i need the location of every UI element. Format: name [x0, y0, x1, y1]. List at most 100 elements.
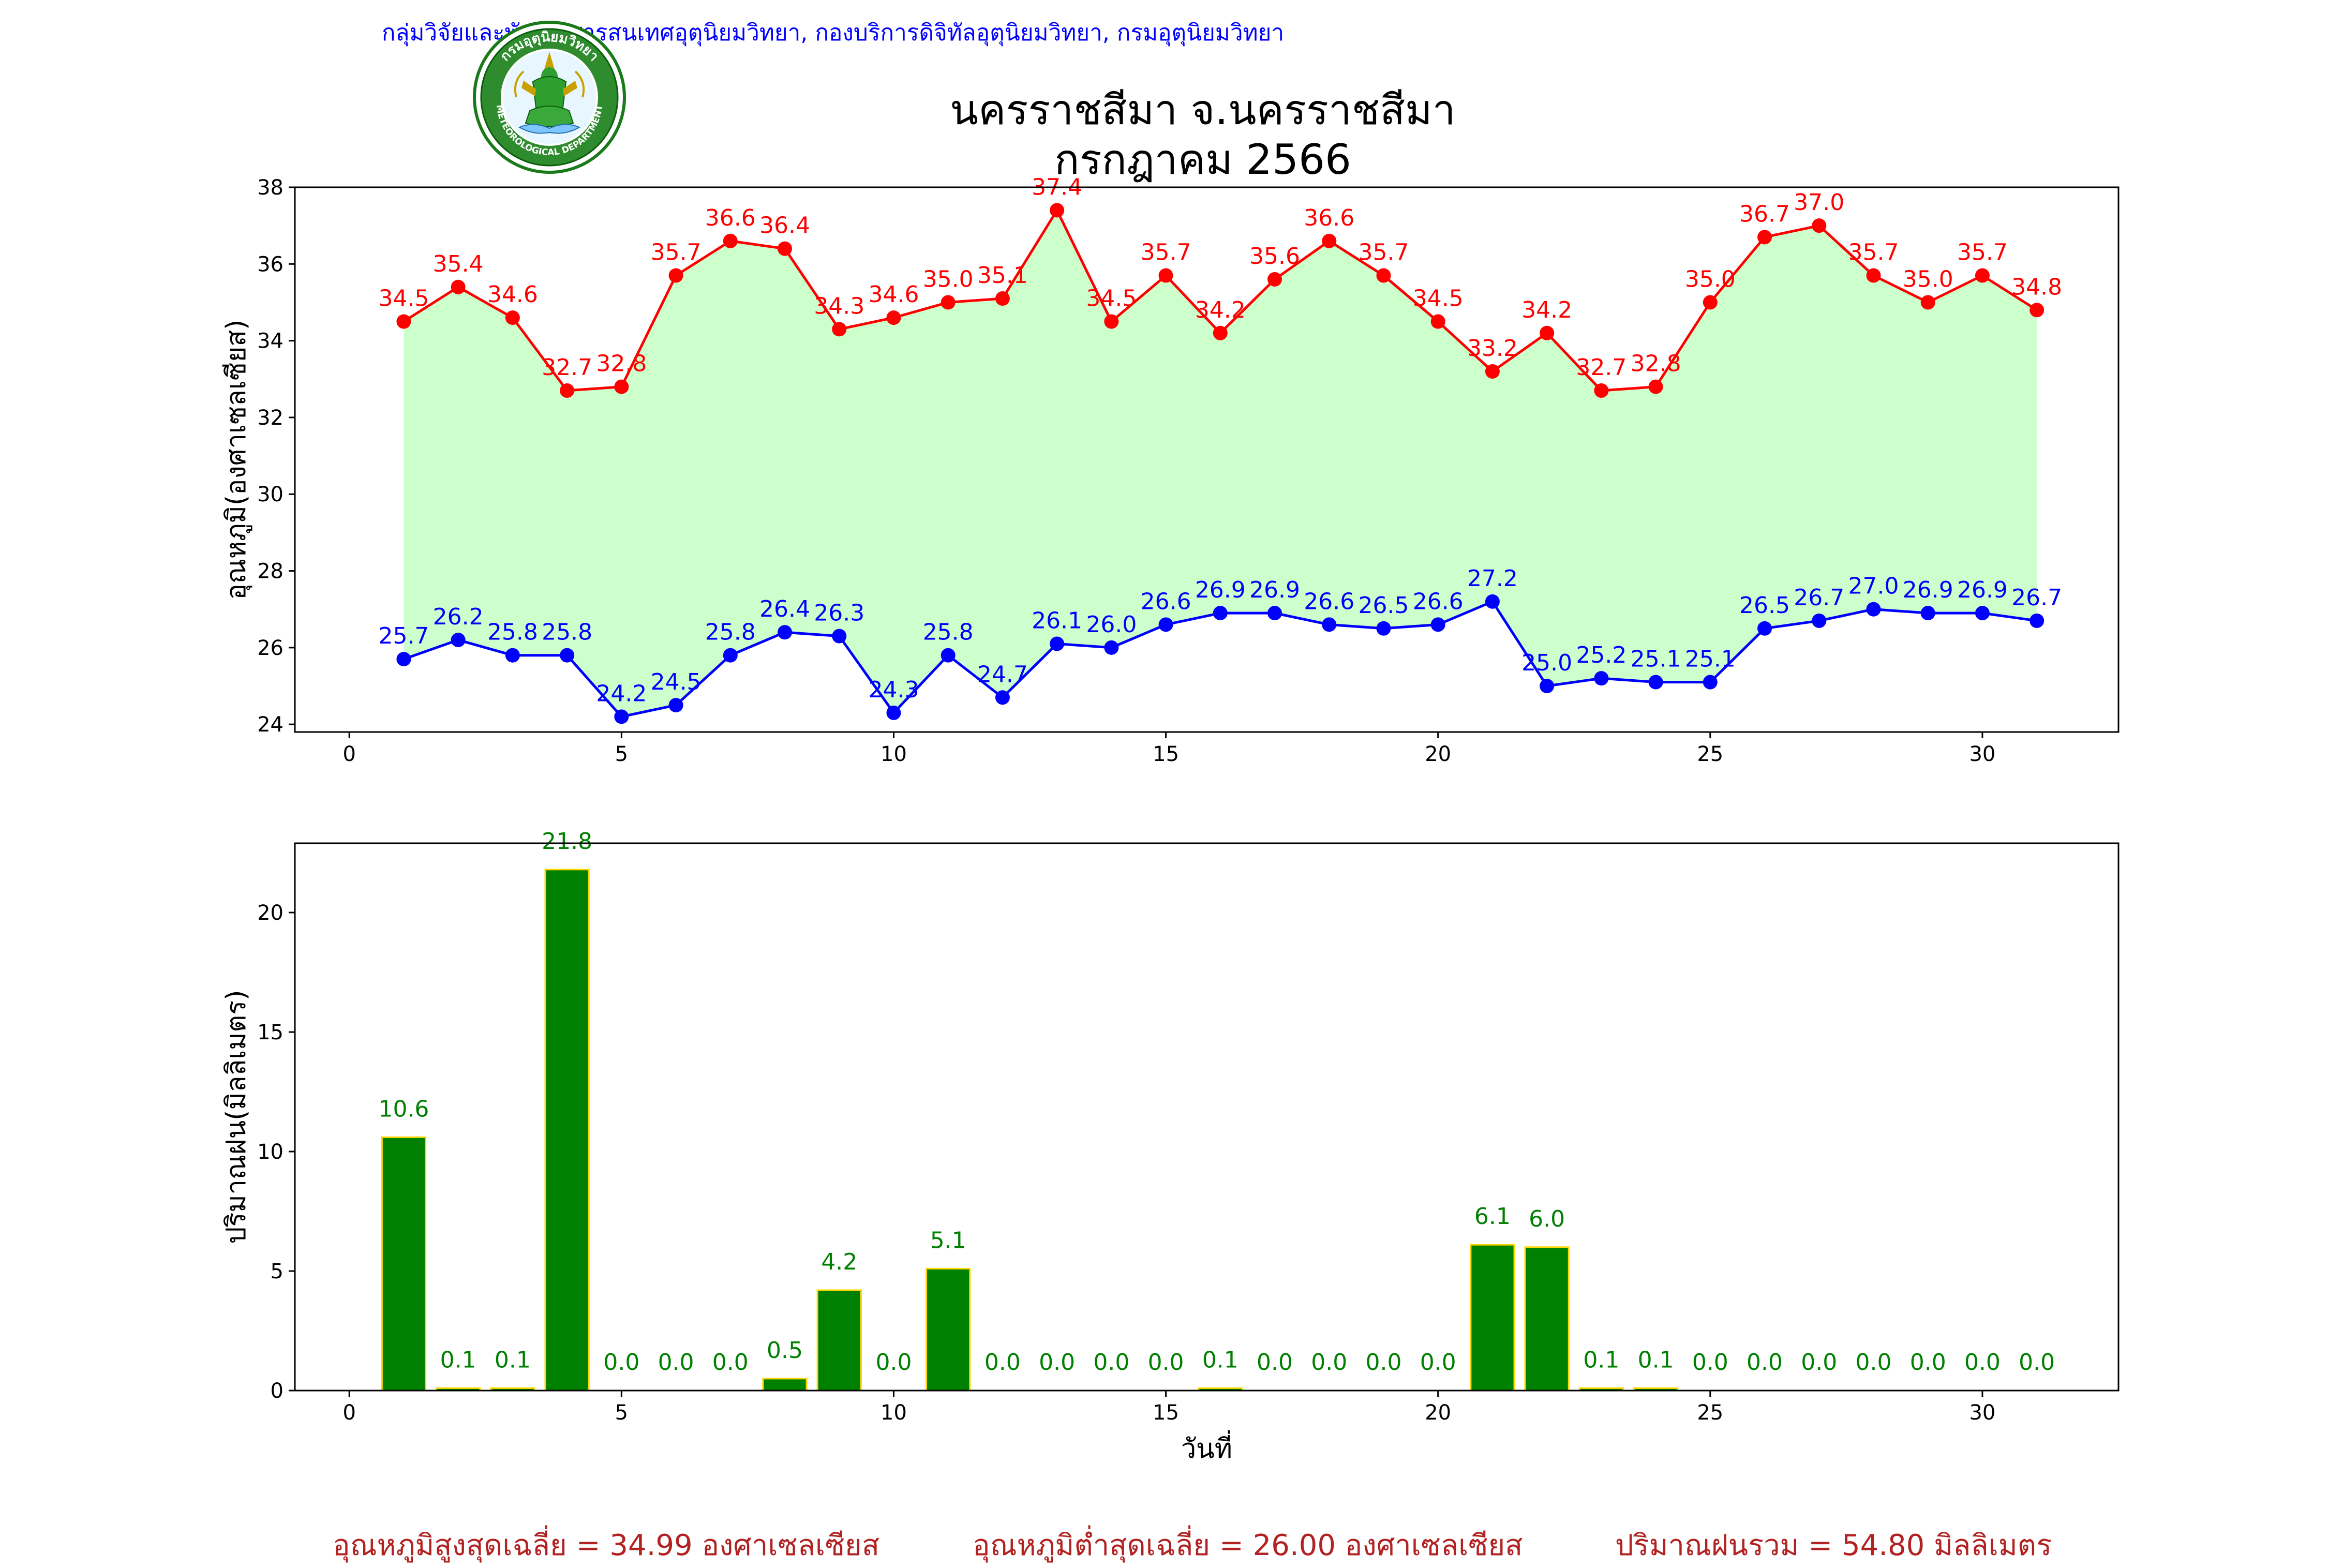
rainfall-value-label: 5.1: [930, 1227, 966, 1253]
rainfall-value-label: 6.0: [1529, 1206, 1565, 1232]
max-temp-value-label: 35.7: [1141, 240, 1191, 266]
min-temp-point: [505, 648, 520, 663]
min-temp-value-label: 26.7: [1794, 585, 1844, 611]
min-temp-value-label: 25.8: [923, 619, 974, 646]
rainfall-value-label: 10.6: [378, 1096, 429, 1122]
temp-y-axis-label: อุณหภูมิ(องศาเซลเซียส): [221, 320, 252, 600]
max-temp-value-label: 35.0: [923, 266, 974, 292]
rainfall-value-label: 0.0: [1910, 1349, 1946, 1376]
min-temp-point: [1104, 640, 1119, 655]
max-temp-point: [560, 383, 575, 398]
chart-title-month: กรกฎาคม 2566: [1054, 136, 1351, 184]
temp-x-tick-label: 15: [1153, 742, 1179, 766]
max-temp-point: [2029, 303, 2045, 318]
min-temp-point: [396, 652, 411, 667]
max-temp-point: [505, 310, 520, 325]
min-temp-point: [668, 698, 683, 713]
max-temp-point: [1703, 295, 1718, 310]
min-temp-point: [1703, 675, 1718, 690]
temp-y-tick-label: 26: [257, 636, 283, 660]
min-temp-point: [1267, 606, 1282, 621]
min-temp-value-label: 26.9: [1903, 577, 1953, 603]
max-temp-point: [886, 310, 901, 325]
max-temp-point: [1158, 268, 1173, 283]
rain-plot-frame: [294, 842, 2120, 1392]
temp-x-tick-label: 0: [342, 742, 355, 766]
min-temp-point: [1866, 602, 1881, 617]
rain-y-axis-label: ปริมาณฝน(มิลลิเมตร): [221, 990, 252, 1244]
temp-x-tick-label: 5: [615, 742, 628, 766]
temperature-range-fill: [404, 210, 2037, 717]
min-temp-point: [1812, 613, 1827, 628]
min-temp-value-label: 25.1: [1685, 646, 1736, 673]
max-temp-point: [1866, 268, 1881, 283]
rainfall-value-label: 0.1: [1638, 1347, 1674, 1373]
rainfall-value-label: 0.0: [1148, 1349, 1184, 1376]
min-temp-value-label: 26.2: [433, 604, 484, 630]
rainfall-value-label: 0.5: [767, 1337, 803, 1364]
min-temp-point: [778, 625, 793, 640]
temperature-chart: 34.535.434.632.7 32.835.736.6 36.434.3 34.6…: [221, 174, 2120, 766]
max-temp-point: [1812, 218, 1827, 233]
summary-bar: อุณหภูมิสูงสุดเฉลี่ย = 34.99 องศาเซลเซีย…: [0, 1522, 2328, 1562]
max-temp-point: [1920, 295, 1935, 310]
rain-x-tick-label: 20: [1425, 1401, 1451, 1425]
chart-title-station: นครราชสีมา จ.นครราชสีมา: [950, 86, 1456, 134]
min-temp-point: [1975, 606, 1990, 621]
max-temp-point: [1540, 325, 1555, 340]
min-temp-point: [941, 648, 956, 663]
temp-y-tick-label: 30: [257, 483, 283, 506]
rain-x-axis-label: วันที่: [1181, 1430, 1232, 1465]
max-temp-point: [995, 291, 1010, 306]
rainfall-value-label: 21.8: [542, 828, 592, 855]
min-temp-point: [1485, 594, 1500, 609]
max-temp-value-label: 35.6: [1249, 243, 1300, 270]
max-temp-value-label: 35.7: [1957, 240, 2008, 266]
min-temp-point: [1648, 675, 1663, 690]
min-temp-value-label: 25.8: [705, 619, 756, 646]
max-temp-value-label: 32.8: [1631, 351, 1681, 377]
temp-y-tick-label: 24: [257, 713, 283, 737]
temp-y-tick-label: 38: [257, 176, 283, 200]
rainfall-bar: [1470, 1244, 1515, 1392]
min-temp-value-label: 26.9: [1195, 577, 1246, 603]
rainfall-chart: 10.6 0.1 0.1 21.8 0.0 0.0 0.0 0.5 4.2 0.0 5.1 0.0 0.…: [221, 828, 2120, 1465]
rainfall-value-label: 0.0: [1964, 1349, 2001, 1376]
min-temp-value-label: 25.2: [1576, 642, 1626, 668]
rainfall-value-label: 0.0: [1365, 1349, 1401, 1376]
max-temp-value-label: 34.5: [1086, 286, 1137, 312]
max-temp-value-label: 36.6: [1304, 205, 1354, 231]
min-temp-point: [1376, 621, 1391, 636]
min-temp-value-label: 25.1: [1631, 646, 1681, 673]
max-temp-value-label: 35.7: [651, 240, 702, 266]
rain-y-tick-label: 5: [271, 1260, 283, 1283]
rainfall-bar: [762, 1378, 808, 1392]
max-temp-point: [1104, 314, 1119, 329]
max-temp-value-label: 36.7: [1739, 201, 1790, 227]
min-temp-value-label: 26.9: [1957, 577, 2008, 603]
rainfall-value-label: 0.0: [1747, 1349, 1783, 1376]
deity-emblem-icon: [514, 52, 585, 134]
min-temp-value-label: 26.1: [1032, 607, 1082, 634]
min-temp-point: [1213, 606, 1228, 621]
min-temp-point: [560, 648, 575, 663]
max-temp-value-label: 37.0: [1794, 189, 1844, 216]
rainfall-value-label: 0.0: [1257, 1349, 1293, 1376]
rainfall-value-label: 0.0: [1692, 1349, 1728, 1376]
min-temp-value-label: 24.5: [651, 669, 702, 695]
rain-x-tick-label: 25: [1697, 1401, 1723, 1425]
max-temp-point: [396, 314, 411, 329]
rainfall-value-label: 0.0: [1093, 1349, 1129, 1376]
rainfall-value-label: 0.0: [1420, 1349, 1456, 1376]
min-temp-point: [995, 690, 1010, 705]
min-temp-value-label: 24.2: [596, 680, 647, 707]
summary-total-rainfall: ปริมาณฝนรวม = 54.80 มิลลิเมตร: [1615, 1529, 2052, 1562]
rainfall-bar: [381, 1136, 427, 1392]
rainfall-value-label: 0.0: [1801, 1349, 1837, 1376]
temp-x-tick-label: 10: [881, 742, 907, 766]
rainfall-bar: [926, 1267, 971, 1392]
max-temp-value-label: 32.8: [596, 351, 647, 377]
rainfall-value-label: 0.1: [440, 1347, 476, 1373]
rainfall-value-label: 0.0: [875, 1349, 912, 1376]
chart-title: นครราชสีมา จ.นครราชสีมา กรกฎาคม 2566: [776, 85, 1630, 185]
